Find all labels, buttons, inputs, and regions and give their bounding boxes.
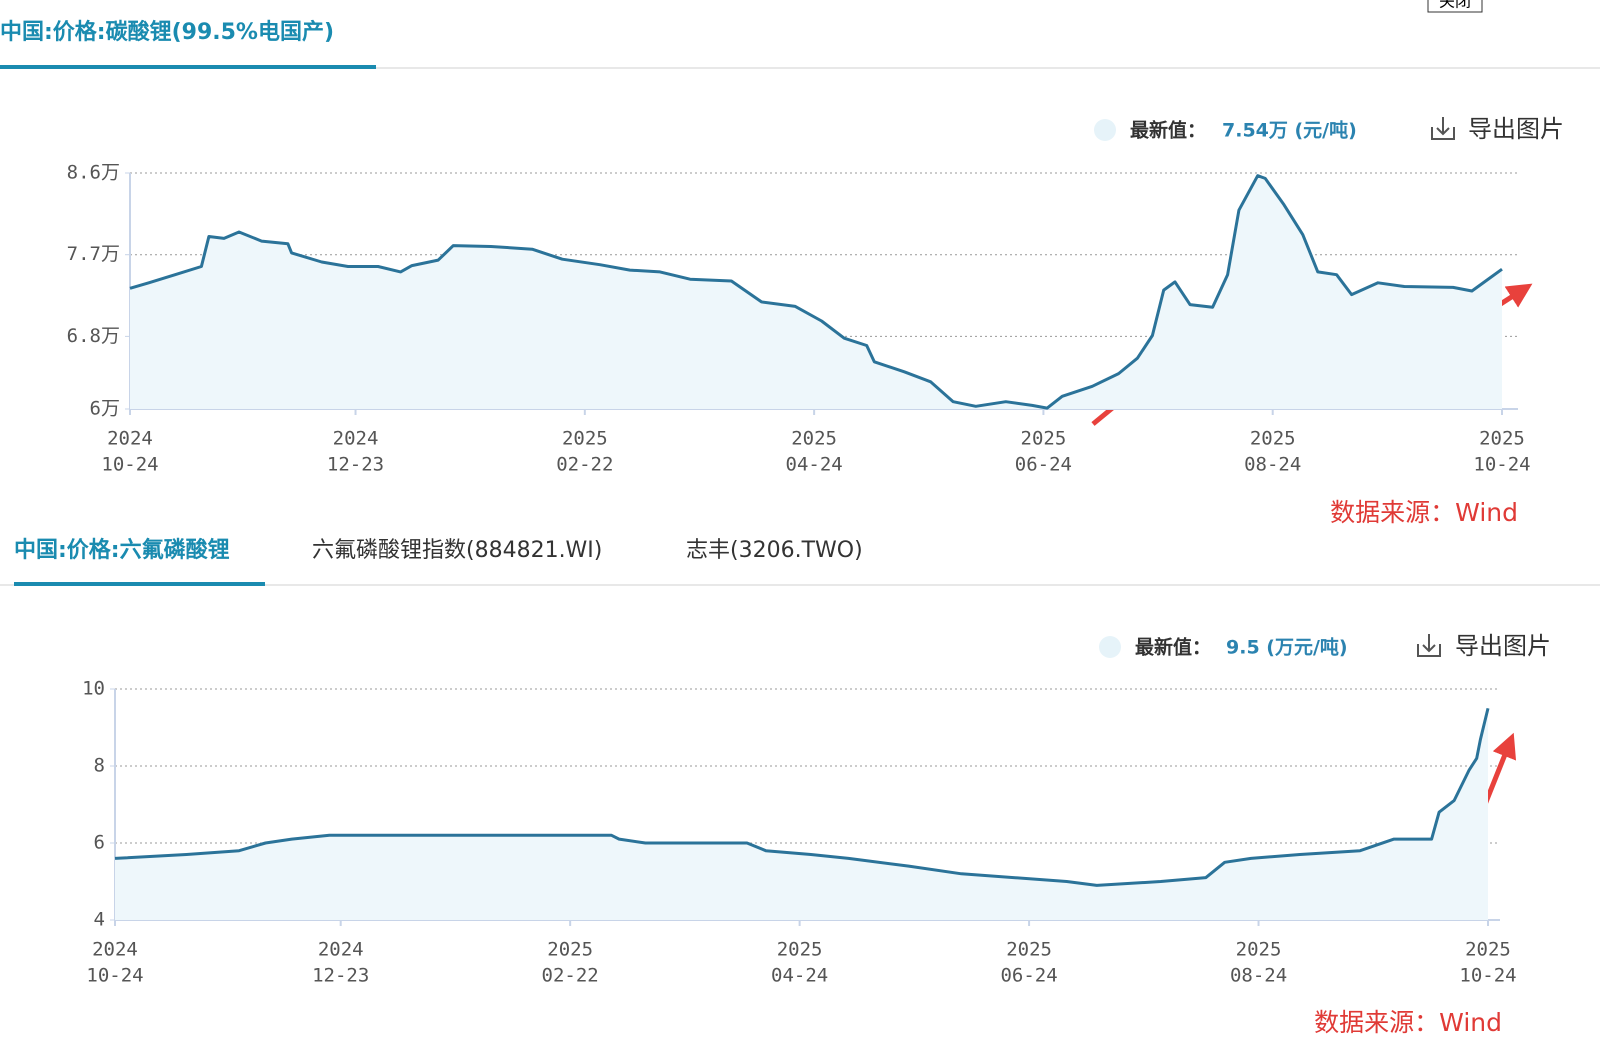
x-tick-label: 2024 — [333, 428, 379, 450]
y-tick-label: 6万 — [90, 398, 120, 420]
latest-value: 7.54万 (元/吨) — [1222, 119, 1357, 142]
x-tick-label: 04-24 — [786, 454, 843, 476]
x-tick-label: 2024 — [107, 428, 153, 450]
area — [130, 175, 1502, 409]
x-tick-label: 12-23 — [327, 454, 384, 476]
x-tick-label: 12-23 — [312, 965, 369, 987]
x-tick-label: 2025 — [1006, 939, 1052, 961]
latest-label: 最新值： — [1130, 119, 1206, 142]
legend-dot — [1094, 119, 1116, 141]
tab[interactable]: 志丰(3206.TWO) — [686, 538, 863, 563]
x-tick-label: 2025 — [547, 939, 593, 961]
x-tick-label: 08-24 — [1230, 965, 1287, 987]
y-tick-label: 7.7万 — [67, 243, 120, 265]
legend-dot — [1099, 636, 1121, 658]
export-icon[interactable] — [1417, 634, 1441, 657]
x-tick-label: 2025 — [791, 428, 837, 450]
tab[interactable]: 六氟磷酸锂指数(884821.WI) — [312, 538, 602, 563]
x-tick-label: 2024 — [92, 939, 138, 961]
close-button[interactable] — [1427, 0, 1483, 13]
line — [114, 707, 1490, 887]
source-note: 数据来源：Wind — [1314, 1008, 1502, 1037]
x-tick-label: 2025 — [1465, 939, 1511, 961]
y-tick-label: 4 — [94, 909, 105, 931]
x-tick-label: 2025 — [1236, 939, 1282, 961]
y-tick-label: 8 — [94, 755, 105, 777]
export-button[interactable]: 导出图片 — [1455, 632, 1551, 660]
y-tick-label: 6.8万 — [67, 325, 120, 347]
x-tick-label: 10-24 — [1459, 965, 1516, 987]
x-tick-label: 02-22 — [556, 454, 613, 476]
latest-value: 9.5 (万元/吨) — [1226, 636, 1348, 659]
area — [115, 708, 1488, 920]
tab-active[interactable]: 中国:价格:碳酸锂(99.5%电国产) — [0, 19, 334, 45]
export-button[interactable]: 导出图片 — [1468, 115, 1564, 143]
x-tick-label: 2025 — [777, 939, 823, 961]
x-tick-label: 2025 — [1021, 428, 1067, 450]
x-tick-label: 06-24 — [1000, 965, 1057, 987]
x-tick-label: 2024 — [318, 939, 364, 961]
x-tick-label: 2025 — [1250, 428, 1296, 450]
x-tick-label: 10-24 — [101, 454, 158, 476]
x-tick-label: 10-24 — [1473, 454, 1530, 476]
source-note: 数据来源：Wind — [1330, 498, 1518, 527]
y-tick-label: 10 — [82, 678, 105, 700]
tab-active[interactable]: 中国:价格:六氟磷酸锂 — [14, 537, 230, 563]
y-tick-label: 8.6万 — [67, 162, 120, 184]
x-tick-label: 2025 — [1479, 428, 1525, 450]
x-tick-label: 04-24 — [771, 965, 828, 987]
tab-underline — [14, 582, 265, 586]
tab-underline — [0, 65, 376, 69]
x-tick-label: 10-24 — [86, 965, 143, 987]
latest-label: 最新值： — [1135, 636, 1211, 659]
x-tick-label: 08-24 — [1244, 454, 1301, 476]
export-icon[interactable] — [1431, 117, 1455, 140]
line — [129, 174, 1503, 410]
close-label[interactable]: 关闭 — [1439, 0, 1471, 11]
y-tick-label: 6 — [94, 832, 105, 854]
x-tick-label: 02-22 — [542, 965, 599, 987]
x-tick-label: 2025 — [562, 428, 608, 450]
x-tick-label: 06-24 — [1015, 454, 1072, 476]
